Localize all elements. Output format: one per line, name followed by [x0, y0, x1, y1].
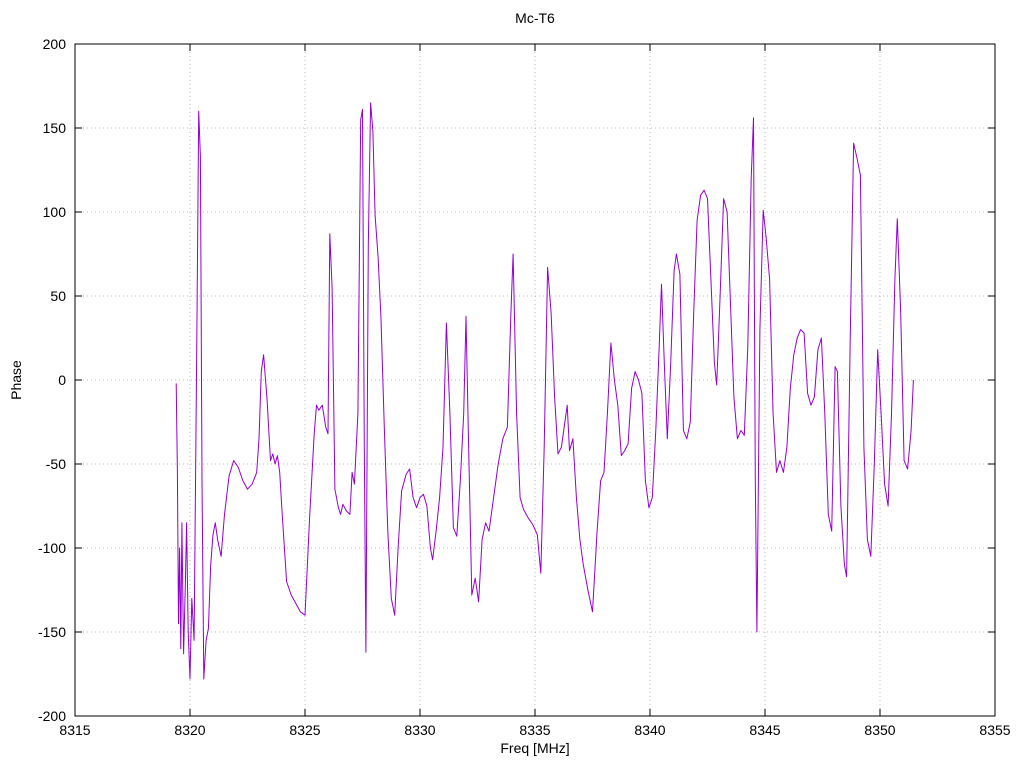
x-tick-label: 8355 — [979, 722, 1010, 738]
x-tick-label: 8345 — [749, 722, 780, 738]
y-tick-label: -100 — [38, 540, 66, 556]
x-tick-label: 8340 — [634, 722, 665, 738]
x-tick-label: 8335 — [519, 722, 550, 738]
y-tick-label: -50 — [46, 456, 66, 472]
chart-title: Mc-T6 — [515, 10, 555, 26]
x-tick-label: 8325 — [289, 722, 320, 738]
x-tick-label: 8350 — [864, 722, 895, 738]
phase-line — [175, 102, 914, 680]
y-tick-label: -150 — [38, 624, 66, 640]
y-tick-label: 100 — [43, 204, 67, 220]
y-tick-label: 0 — [58, 372, 66, 388]
y-tick-label: -200 — [38, 708, 66, 724]
x-tick-label: 8315 — [59, 722, 90, 738]
x-axis-label: Freq [MHz] — [500, 740, 570, 756]
y-tick-label: 50 — [50, 288, 66, 304]
y-tick-label: 150 — [43, 120, 67, 136]
y-tick-label: 200 — [43, 36, 67, 52]
x-tick-label: 8320 — [174, 722, 205, 738]
x-tick-label: 8330 — [404, 722, 435, 738]
